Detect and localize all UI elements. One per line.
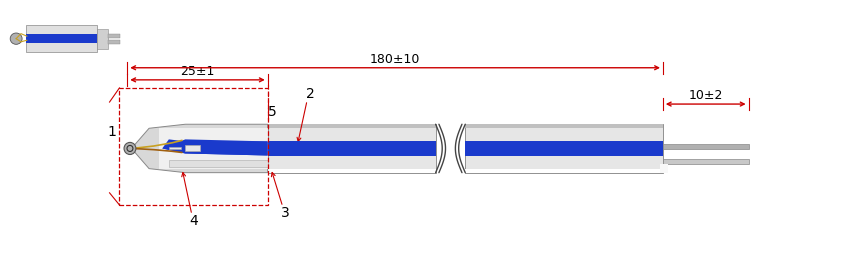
Text: 4: 4 [190, 214, 198, 228]
Ellipse shape [124, 143, 136, 155]
Bar [268, 124, 435, 173]
Bar [108, 40, 120, 44]
Bar [660, 164, 667, 173]
Bar [663, 144, 749, 149]
Polygon shape [159, 128, 268, 169]
Text: 180±10: 180±10 [370, 53, 420, 66]
Text: 25±1: 25±1 [180, 65, 215, 78]
Bar [663, 159, 749, 164]
Text: 10±2: 10±2 [688, 90, 722, 102]
Bar [268, 169, 435, 173]
Bar [465, 124, 663, 128]
Bar [465, 169, 663, 173]
Bar [169, 148, 181, 149]
Bar [268, 141, 435, 156]
Bar [465, 124, 663, 173]
Polygon shape [162, 139, 268, 156]
Bar [108, 34, 120, 38]
Bar [465, 141, 663, 156]
Bar [119, 88, 268, 205]
Bar [268, 124, 435, 128]
Text: 5: 5 [268, 105, 276, 119]
Bar [169, 160, 268, 167]
Bar [97, 29, 108, 49]
Text: 1: 1 [107, 125, 116, 139]
Text: 2: 2 [306, 87, 314, 101]
Polygon shape [128, 124, 268, 173]
Bar [26, 34, 97, 43]
Ellipse shape [10, 33, 22, 44]
Bar [185, 145, 200, 151]
Bar [26, 25, 97, 52]
Text: 3: 3 [281, 206, 290, 220]
Polygon shape [162, 139, 268, 156]
